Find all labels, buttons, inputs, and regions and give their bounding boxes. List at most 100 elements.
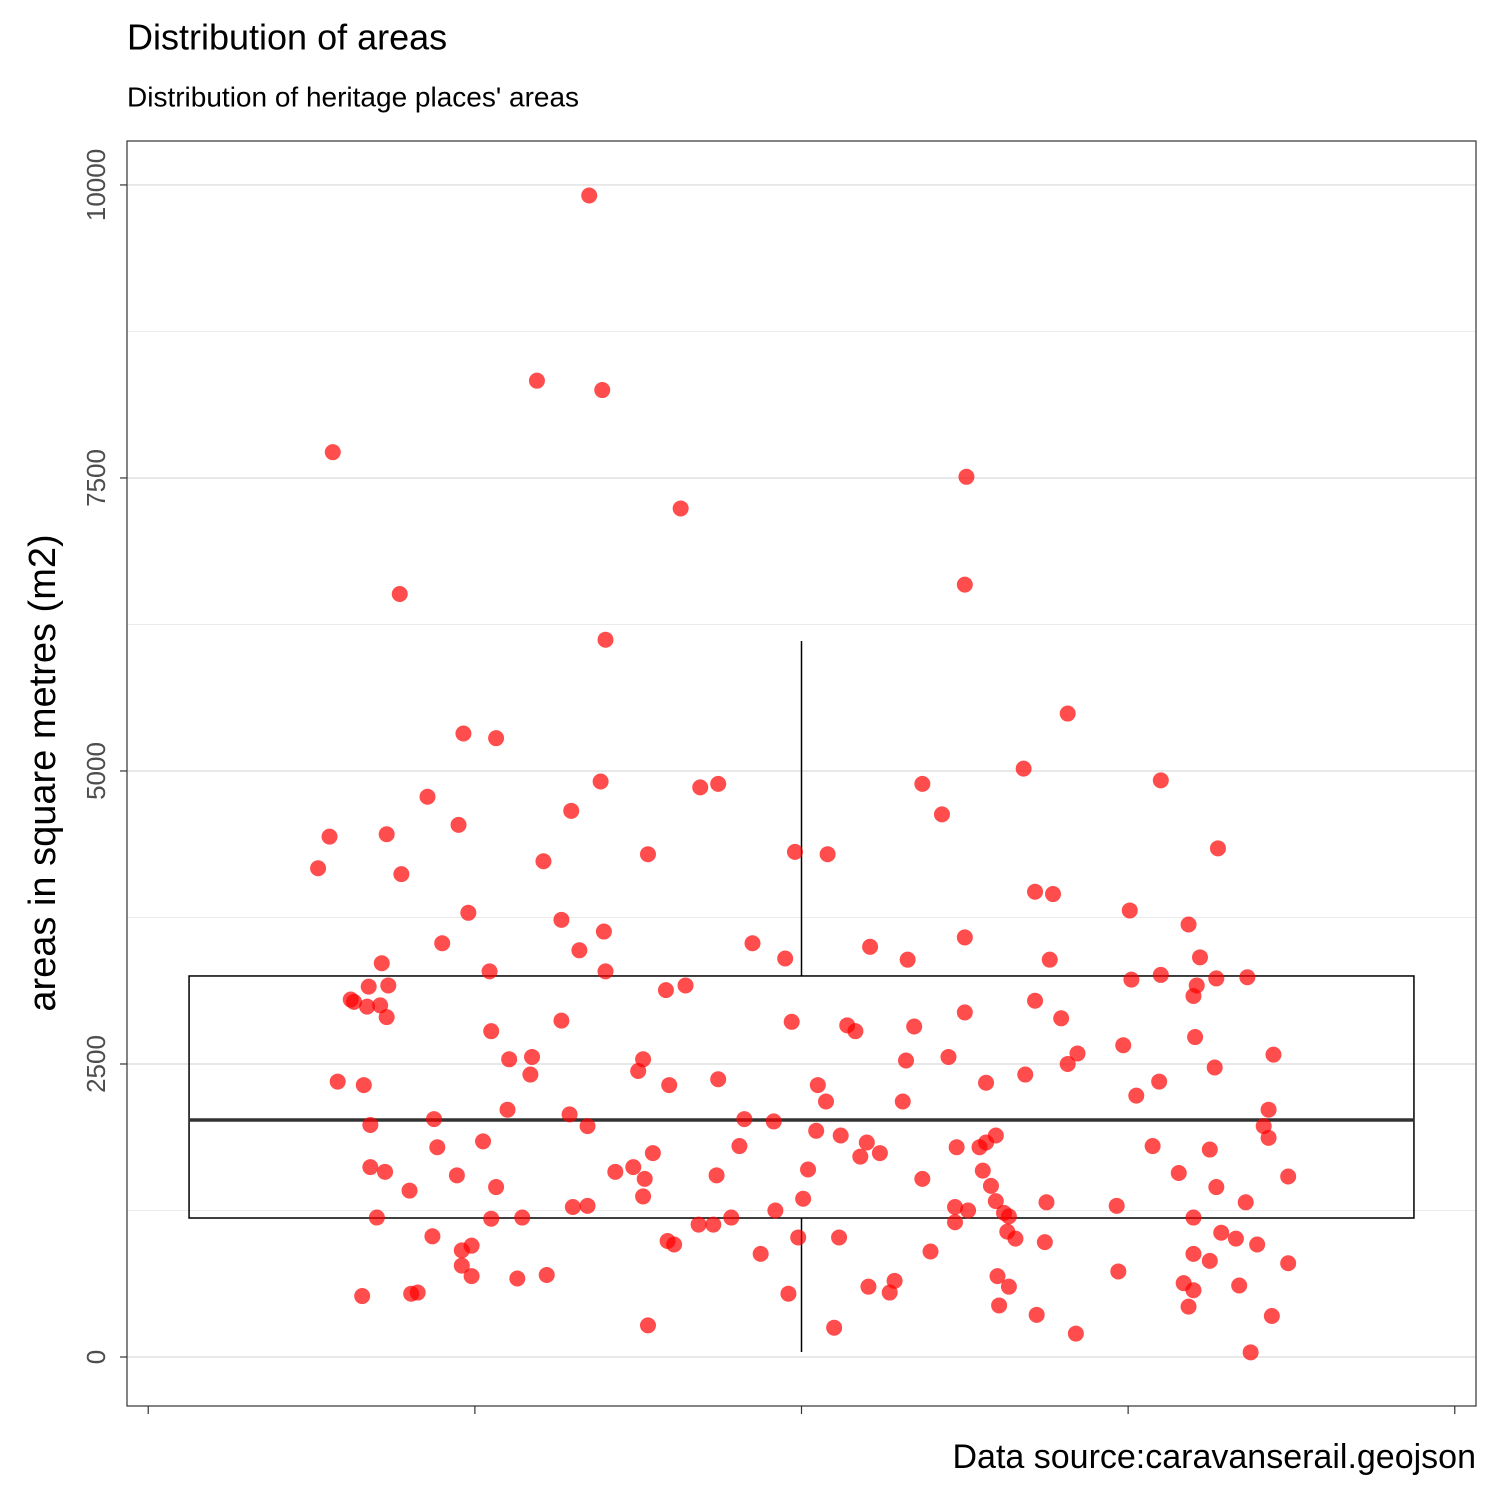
- data-point: [460, 904, 477, 921]
- data-point: [359, 998, 376, 1015]
- data-point: [692, 779, 709, 796]
- data-point: [914, 1170, 931, 1187]
- data-point: [561, 1106, 578, 1123]
- data-point: [1144, 1138, 1161, 1155]
- data-point: [860, 1278, 877, 1295]
- data-point: [989, 1268, 1006, 1285]
- y-tick-label: 10000: [81, 149, 111, 221]
- data-point: [795, 1190, 812, 1207]
- data-point: [1260, 1101, 1277, 1118]
- data-point: [1231, 1277, 1248, 1294]
- y-tick-label: 5000: [81, 742, 111, 800]
- data-point: [1185, 1282, 1202, 1299]
- data-point: [1115, 1037, 1132, 1054]
- data-point: [1027, 992, 1044, 1009]
- data-point: [607, 1163, 624, 1180]
- y-tick-label: 0: [81, 1350, 111, 1364]
- data-point: [463, 1268, 480, 1285]
- data-point: [597, 631, 614, 648]
- data-point: [1263, 1307, 1280, 1324]
- data-point: [831, 1229, 848, 1246]
- data-point: [786, 843, 803, 860]
- data-point: [1260, 1129, 1277, 1146]
- data-point: [971, 1139, 988, 1156]
- data-point: [424, 1228, 441, 1245]
- data-point: [940, 1048, 957, 1065]
- data-point: [368, 1209, 385, 1226]
- data-point: [1242, 1344, 1259, 1361]
- data-point: [453, 1257, 470, 1274]
- data-point: [1180, 1298, 1197, 1315]
- data-point: [906, 1018, 923, 1035]
- data-point: [780, 1285, 797, 1302]
- data-point: [1036, 1234, 1053, 1251]
- data-point: [329, 1073, 346, 1090]
- data-point: [987, 1193, 1004, 1210]
- data-point: [488, 730, 505, 747]
- data-point: [899, 951, 916, 968]
- data-point: [1227, 1230, 1244, 1247]
- data-point: [403, 1285, 420, 1302]
- data-point: [1185, 1209, 1202, 1226]
- data-point: [1128, 1087, 1145, 1104]
- data-point: [481, 963, 498, 980]
- data-point: [499, 1101, 516, 1118]
- data-point: [1123, 971, 1140, 988]
- data-point: [362, 1116, 379, 1133]
- data-point: [1121, 902, 1138, 919]
- data-point: [372, 997, 389, 1014]
- data-point: [514, 1209, 531, 1226]
- data-point: [581, 187, 598, 204]
- data-point: [1185, 988, 1202, 1005]
- data-point: [690, 1216, 707, 1233]
- data-point: [625, 1159, 642, 1176]
- data-point: [710, 775, 727, 792]
- data-point: [595, 923, 612, 940]
- data-point: [538, 1266, 555, 1283]
- data-point: [817, 1093, 834, 1110]
- y-tick-label: 7500: [81, 449, 111, 507]
- data-point: [429, 1139, 446, 1156]
- data-point: [644, 1145, 661, 1162]
- data-point: [894, 1093, 911, 1110]
- data-point: [731, 1138, 748, 1155]
- data-point: [705, 1216, 722, 1233]
- data-point: [956, 576, 973, 593]
- data-point: [710, 1071, 727, 1088]
- data-point: [426, 1111, 443, 1128]
- data-point: [377, 1163, 394, 1180]
- data-point: [914, 775, 931, 792]
- data-point: [563, 802, 580, 819]
- data-point: [373, 955, 390, 972]
- chart-title: Distribution of areas: [127, 17, 447, 58]
- data-point: [597, 963, 614, 980]
- data-point: [362, 1159, 379, 1176]
- data-point: [522, 1066, 539, 1083]
- data-point: [1059, 1055, 1076, 1072]
- data-point: [553, 911, 570, 928]
- data-point: [819, 846, 836, 863]
- y-axis-label: areas in square metres (m2): [22, 534, 64, 1011]
- data-point: [1237, 1194, 1254, 1211]
- data-point: [708, 1167, 725, 1184]
- data-point: [790, 1229, 807, 1246]
- data-point: [1045, 886, 1062, 903]
- data-point: [1187, 1029, 1204, 1046]
- data-point: [767, 1202, 784, 1219]
- data-point: [1239, 969, 1256, 986]
- data-point: [630, 1063, 647, 1080]
- data-point: [933, 806, 950, 823]
- data-point: [922, 1243, 939, 1260]
- data-point: [483, 1210, 500, 1227]
- data-point: [1000, 1208, 1017, 1225]
- data-point: [450, 816, 467, 833]
- data-point: [982, 1177, 999, 1194]
- data-point: [1041, 951, 1058, 968]
- data-point: [1053, 1010, 1070, 1027]
- data-point: [858, 1134, 875, 1151]
- data-point: [832, 1127, 849, 1144]
- data-point: [1152, 966, 1169, 983]
- data-point: [847, 1023, 864, 1040]
- data-point: [310, 860, 327, 877]
